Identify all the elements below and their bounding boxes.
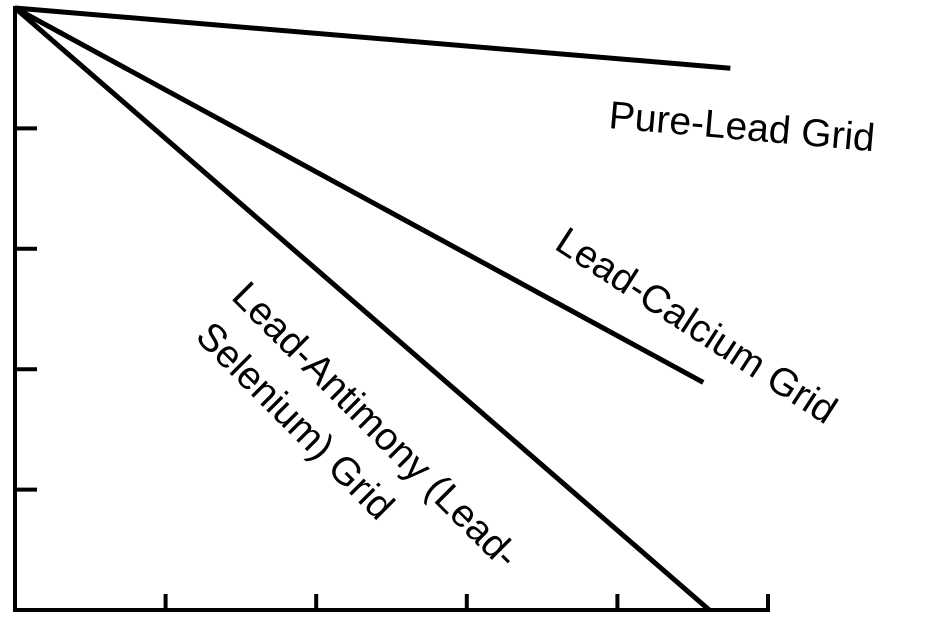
series-label: Pure-Lead Grid [607, 94, 876, 160]
series-label: Lead-Calcium Grid [548, 219, 844, 432]
series-line [13, 5, 705, 385]
series-line [13, 6, 711, 612]
series-line [14, 5, 731, 71]
